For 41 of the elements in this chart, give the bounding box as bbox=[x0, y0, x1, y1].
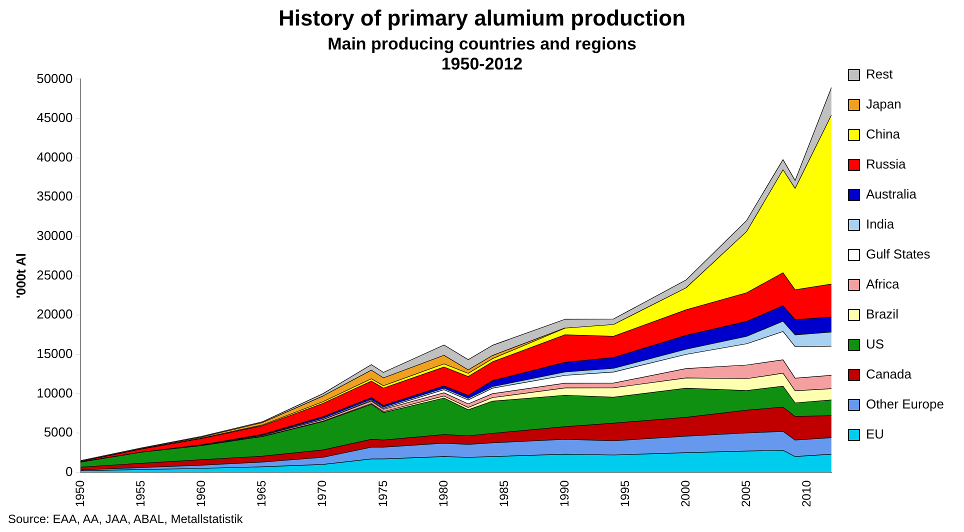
legend-label: India bbox=[866, 216, 895, 232]
legend-label: Japan bbox=[866, 96, 902, 112]
x-tick-label: 2000 bbox=[678, 480, 692, 508]
y-tick-label: 40000 bbox=[36, 149, 73, 164]
x-tick-label: 1980 bbox=[436, 480, 450, 508]
legend-label: Russia bbox=[866, 156, 906, 172]
x-tick-label: 2005 bbox=[739, 480, 754, 508]
legend-label: Africa bbox=[866, 276, 900, 292]
y-tick-label: 50000 bbox=[36, 70, 73, 86]
x-tick-label: 1990 bbox=[557, 480, 572, 508]
y-tick-label: 45000 bbox=[36, 110, 73, 126]
legend-label: Other Europe bbox=[866, 396, 944, 412]
chart-subtitle: Main producing countries and regions 1950-2012 bbox=[328, 34, 636, 74]
y-tick-label: 20000 bbox=[36, 306, 73, 322]
legend-label: EU bbox=[866, 426, 884, 442]
legend-label: Brazil bbox=[866, 306, 899, 322]
chart-title: History of primary alumium production bbox=[278, 5, 686, 30]
y-tick-label: 5000 bbox=[44, 424, 73, 440]
y-tick-label: 10000 bbox=[36, 385, 73, 400]
x-tick-label: 2010 bbox=[800, 480, 814, 508]
y-axis-title: '000t Al bbox=[13, 253, 28, 298]
legend-label: China bbox=[866, 126, 901, 142]
x-tick-label: 1970 bbox=[315, 480, 330, 508]
y-tick-label: 25000 bbox=[36, 267, 73, 282]
y-tick-label: 30000 bbox=[36, 228, 73, 244]
x-tick-label: 1955 bbox=[134, 480, 148, 508]
x-tick-label: 1995 bbox=[618, 480, 632, 508]
legend-label: Gulf States bbox=[866, 246, 931, 262]
x-tick-label: 1975 bbox=[376, 480, 390, 508]
legend-label: Australia bbox=[866, 186, 918, 202]
x-tick-label: 1950 bbox=[73, 480, 88, 508]
x-tick-label: 1960 bbox=[194, 480, 208, 508]
y-tick-label: 0 bbox=[66, 464, 73, 479]
x-tick-label: 1985 bbox=[496, 480, 511, 508]
legend-label: US bbox=[866, 336, 884, 352]
legend-label: Rest bbox=[866, 66, 894, 82]
x-tick-label: 1965 bbox=[254, 480, 269, 508]
y-tick-label: 15000 bbox=[36, 346, 73, 361]
source-note: Source: EAA, AA, JAA, ABAL, Metallstatistik bbox=[8, 512, 243, 526]
legend-label: Canada bbox=[866, 366, 912, 382]
y-tick-label: 35000 bbox=[36, 188, 73, 204]
